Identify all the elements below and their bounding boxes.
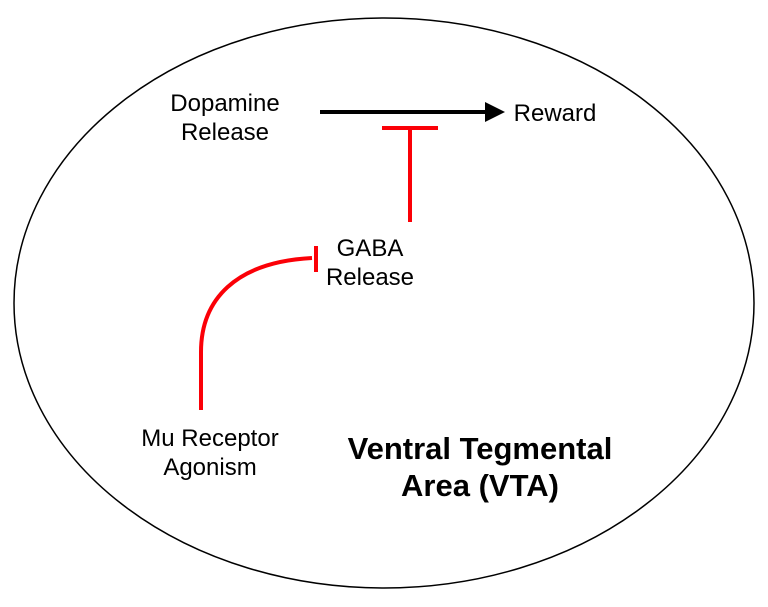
gaba-release-label: GABA Release bbox=[170, 235, 570, 293]
reward-label: Reward bbox=[355, 100, 755, 129]
vta-title-label: Ventral Tegmental Area (VTA) bbox=[280, 430, 680, 504]
diagram-stage: Dopamine Release Reward GABA Release Mu … bbox=[0, 0, 768, 607]
